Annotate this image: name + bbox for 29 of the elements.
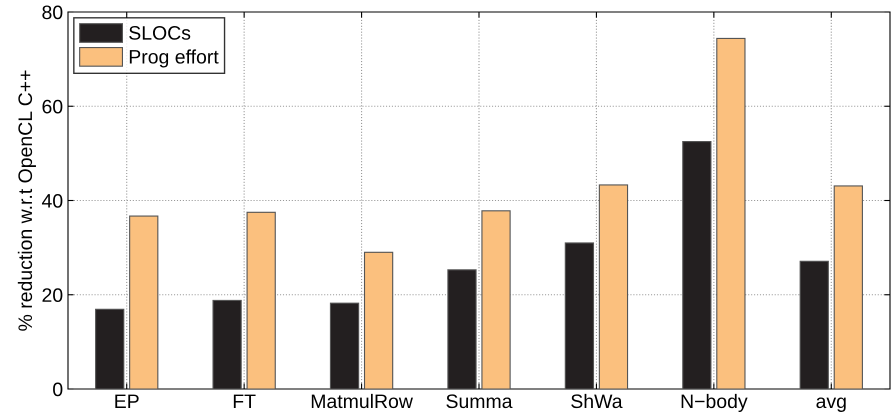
y-tick-label: 80: [42, 5, 62, 20]
bar: [447, 269, 477, 389]
bar: [330, 302, 360, 389]
x-tick-label: avg: [816, 397, 846, 412]
bar: [598, 184, 628, 389]
y-tick-label: 0: [53, 382, 62, 396]
bar: [364, 252, 394, 389]
x-tick-label: MatmulRow: [312, 394, 413, 408]
legend-label: SLOCs: [129, 26, 190, 40]
y-tick-label: 60: [42, 100, 62, 114]
y-tick-label: 20: [42, 288, 62, 302]
bar: [129, 215, 158, 389]
bar: [246, 212, 276, 389]
x-tick-label: ShWa: [571, 394, 623, 408]
x-tick-label: EP: [115, 394, 139, 408]
x-tick-label: FT: [234, 394, 256, 408]
legend-label: Prog effort: [130, 49, 219, 68]
bar: [564, 242, 594, 389]
bar: [800, 260, 829, 389]
x-tick-label: N−body: [682, 394, 748, 412]
bar: [682, 141, 712, 389]
y-tick-label: 40: [42, 194, 62, 208]
bar: [834, 185, 863, 389]
bar: [95, 308, 124, 389]
bar: [481, 210, 511, 389]
x-tick-label: Summa: [446, 394, 512, 408]
bar: [212, 300, 242, 389]
bar: [716, 38, 746, 389]
y-axis-title: % reduction w.r.t OpenCL C++: [18, 70, 36, 331]
